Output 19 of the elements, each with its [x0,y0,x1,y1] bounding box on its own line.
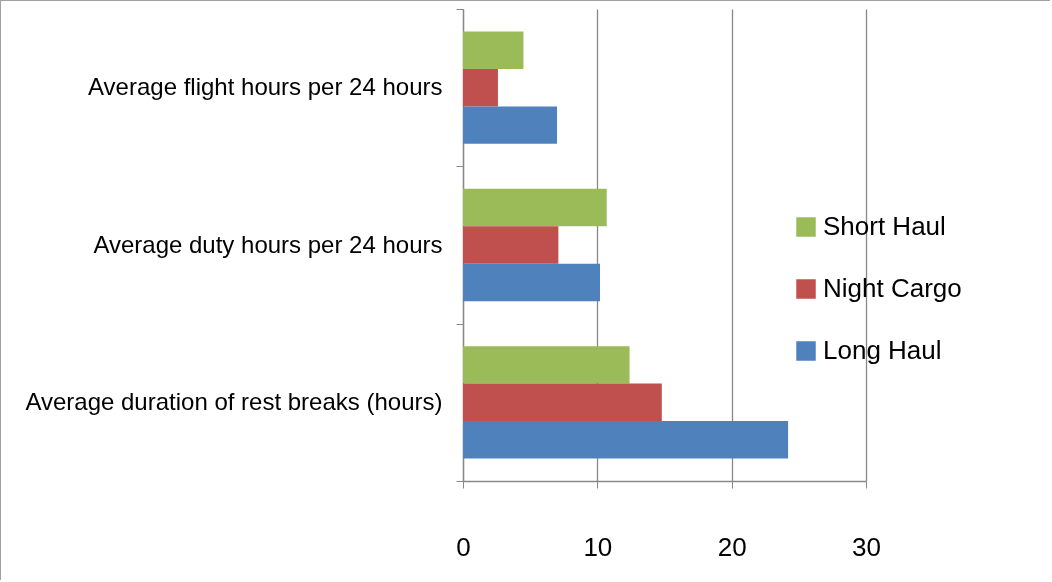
bar [463,226,559,264]
x-tick-label: 0 [456,531,471,562]
bar [463,421,789,459]
legend-label: Short Haul [823,211,946,241]
bar [463,68,498,107]
bar [463,31,524,69]
bar [463,106,558,144]
legend-label: Long Haul [823,335,942,365]
y-tick-label: Average flight hours per 24 hours [88,73,443,101]
bar [463,263,601,302]
x-tick-label: 30 [852,531,881,562]
bar [463,383,662,422]
y-tick-label: Average duty hours per 24 hours [93,230,443,258]
bar [463,346,630,384]
y-tick-label: Average duration of rest breaks (hours) [25,387,443,415]
x-tick-label: 20 [717,531,747,562]
legend-label: Night Cargo [823,273,962,303]
x-tick-label: 10 [583,531,613,562]
bar [463,188,607,227]
